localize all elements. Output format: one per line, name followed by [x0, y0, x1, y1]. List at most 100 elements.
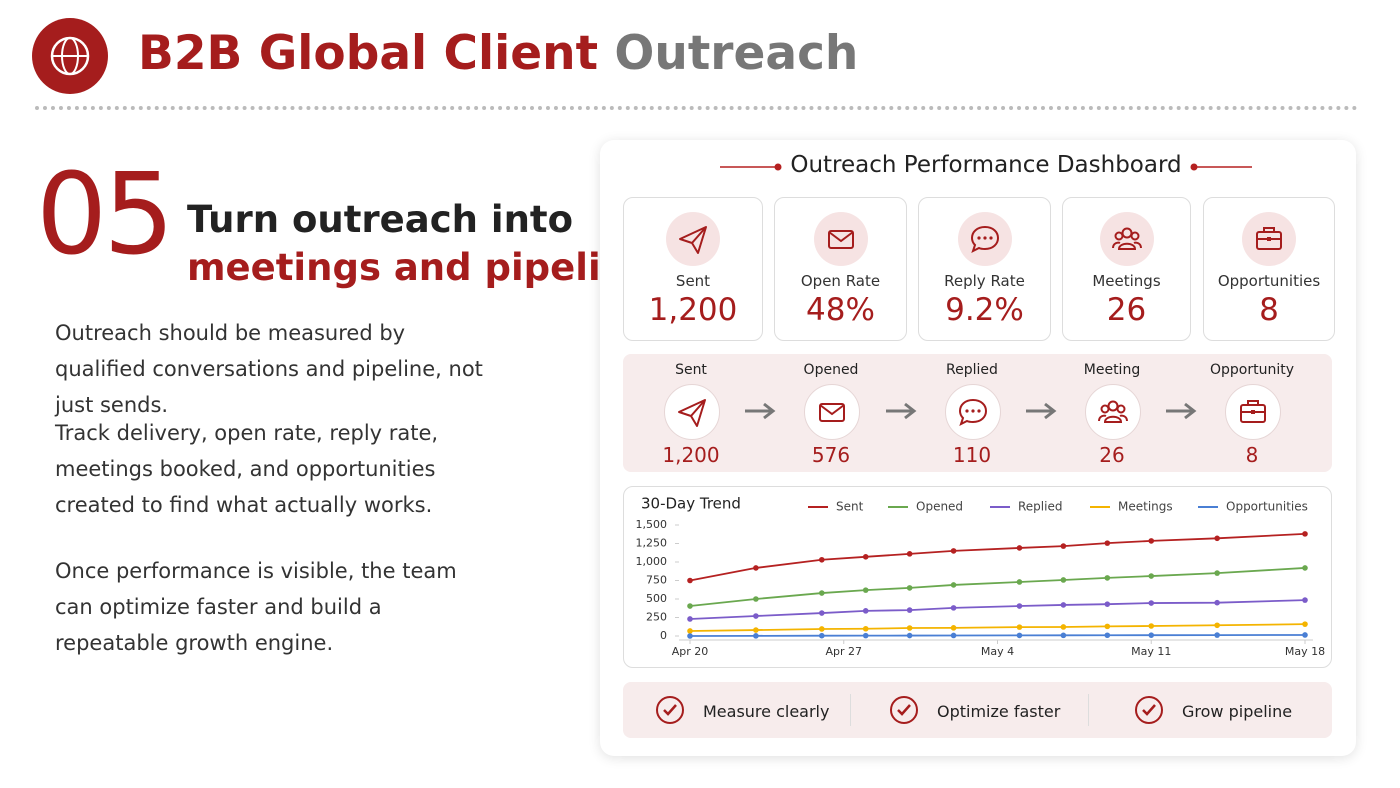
page-title: B2B Global Client Outreach — [138, 26, 858, 81]
series-point — [1148, 632, 1155, 638]
series-point — [1302, 565, 1308, 571]
series-point — [1016, 545, 1023, 551]
icon — [945, 384, 1001, 440]
series-point — [862, 587, 869, 593]
arrow — [743, 401, 779, 425]
divider — [35, 106, 1358, 110]
kpi-label: Open Rate — [800, 272, 881, 290]
series-point — [1214, 622, 1220, 629]
series-point — [753, 596, 759, 602]
kpi-value: 8 — [1259, 292, 1279, 328]
icon — [957, 212, 1012, 266]
series-point — [1148, 573, 1155, 579]
kpi-value: 9.2% — [945, 292, 1024, 328]
legend-label: Replied — [1018, 500, 1062, 514]
series-point — [1104, 575, 1111, 581]
section-heading: Turn outreach into meetings and pipeline — [187, 196, 652, 292]
paragraph: Outreach should be measured by qualified… — [55, 321, 483, 417]
y-tick-label: 1,250 — [636, 537, 668, 550]
series-point — [1016, 632, 1023, 639]
icon — [1242, 212, 1296, 266]
icon — [666, 212, 720, 266]
series-point — [906, 607, 913, 613]
section-number: 05 — [36, 150, 175, 280]
kpi-label: Opportunities — [1217, 272, 1321, 290]
trend-chart: 30-Day Trend 0 250 500 750 1,000 1,250 1,500 Ap… — [636, 495, 1326, 659]
icon-glyph — [1256, 227, 1282, 250]
series-point — [906, 551, 913, 557]
series-point — [1214, 599, 1220, 606]
heading-line: Turn outreach into — [187, 198, 574, 241]
x-tick-label: May 18 — [1285, 645, 1325, 658]
series-point — [906, 632, 913, 639]
legend-label: Opportunities — [1226, 500, 1308, 514]
kpi-card: Open Rate 48% — [774, 197, 907, 341]
series-point — [950, 582, 957, 588]
series-point — [1104, 623, 1111, 630]
arrow — [884, 401, 920, 425]
kpi-label: Meetings — [1092, 272, 1161, 290]
series-point — [950, 625, 957, 631]
series-point — [687, 616, 693, 622]
title-accent: Outreach — [614, 26, 859, 81]
series-point — [687, 577, 693, 584]
series-point — [818, 556, 825, 563]
series-point — [906, 625, 913, 631]
kpi-card: Meetings 26 — [1062, 197, 1191, 341]
series-point — [1302, 531, 1308, 537]
funnel-value: 110 — [952, 443, 992, 467]
series-point — [950, 632, 957, 639]
icon-glyph — [970, 225, 999, 253]
series-point — [753, 565, 759, 571]
icon-glyph — [1240, 400, 1266, 423]
series-point — [753, 613, 759, 619]
series-point — [1104, 601, 1111, 607]
series-point — [862, 554, 869, 560]
series-point — [818, 626, 825, 632]
series-line — [689, 599, 1306, 620]
series-point — [862, 608, 869, 614]
funnel-value: 8 — [1245, 443, 1259, 467]
series-point — [818, 632, 825, 639]
separator — [850, 694, 851, 726]
icon — [1099, 212, 1154, 266]
legend-label: Opened — [916, 500, 963, 514]
checks-band — [623, 682, 1332, 738]
heading-line: meetings and pipeline — [187, 246, 653, 289]
check-icon — [655, 695, 685, 729]
paragraph: Track delivery, open rate, reply rate, m… — [55, 421, 439, 517]
check-label: Grow pipeline — [1182, 702, 1293, 721]
arrow — [1164, 401, 1200, 425]
title-main: B2B Global Client — [138, 26, 599, 81]
series-point — [1016, 624, 1023, 630]
series-point — [687, 628, 693, 634]
kpi-value: 26 — [1106, 292, 1147, 328]
series-point — [1302, 597, 1308, 603]
series-point — [1060, 543, 1067, 549]
series-point — [950, 605, 957, 611]
check-glyph — [890, 696, 918, 724]
funnel-label: Replied — [946, 362, 998, 378]
series-point — [1148, 538, 1155, 544]
x-tick-label: Apr 27 — [825, 645, 862, 658]
funnel-label: Opportunity — [1209, 362, 1294, 378]
series-point — [818, 610, 825, 616]
icon-glyph — [1098, 400, 1128, 423]
series-point — [1104, 540, 1111, 546]
series-point — [687, 633, 693, 639]
funnel-label: Meeting — [1083, 362, 1141, 378]
series-point — [1214, 632, 1220, 638]
funnel-label: Sent — [675, 362, 707, 378]
icon — [813, 212, 868, 266]
y-tick-label: 0 — [660, 629, 667, 642]
series-point — [1302, 632, 1308, 638]
series-point — [1148, 600, 1155, 606]
icon-glyph — [819, 403, 845, 422]
y-tick-label: 500 — [646, 592, 667, 605]
arrow-glyph — [1026, 402, 1057, 420]
y-tick-label: 750 — [646, 574, 667, 587]
series-line — [689, 623, 1306, 632]
kpi-label: Sent — [675, 272, 711, 290]
y-tick-label: 1,500 — [636, 518, 668, 531]
